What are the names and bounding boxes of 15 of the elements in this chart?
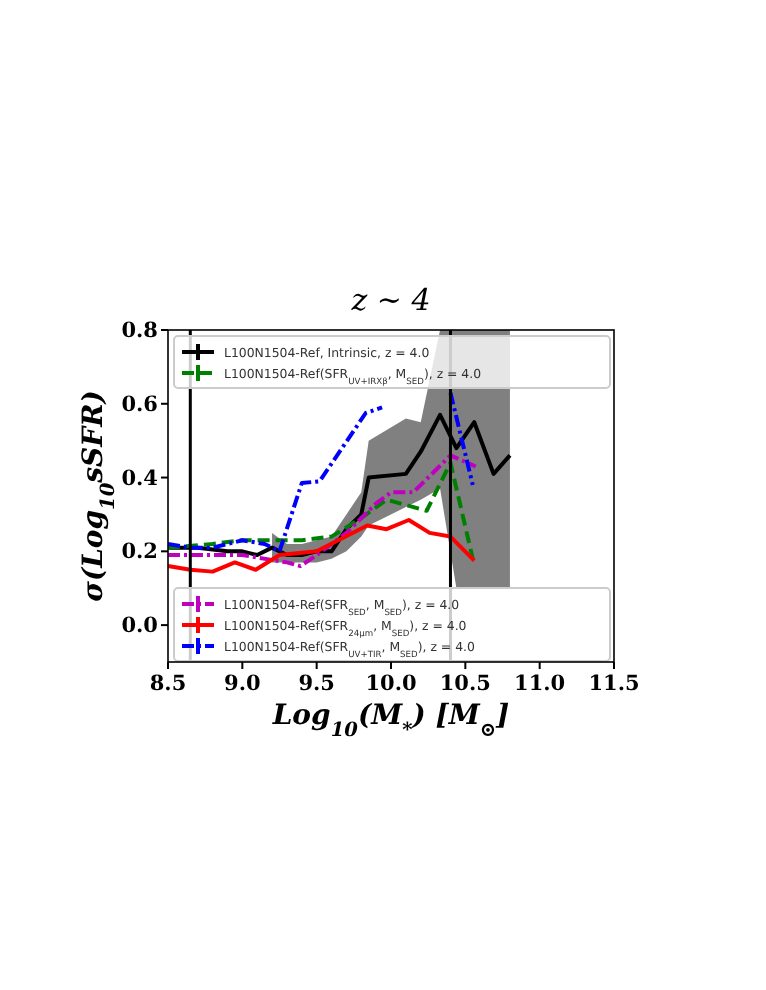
x-tick-label: 10.5 xyxy=(439,672,491,696)
y-tick-label: 0.8 xyxy=(121,319,158,343)
chart-title: z ∼ 4 xyxy=(349,282,431,318)
x-tick-label: 10.0 xyxy=(365,672,417,696)
y-tick-label: 0.0 xyxy=(121,614,158,639)
x-tick-label: 11.5 xyxy=(588,672,640,696)
x-tick-label: 8.5 xyxy=(149,672,187,696)
y-tick-label: 0.4 xyxy=(121,466,158,491)
x-tick-label: 9.0 xyxy=(224,672,261,696)
y-tick-label: 0.2 xyxy=(121,540,158,565)
x-tick-label: 9.5 xyxy=(298,672,335,696)
y-tick-label: 0.6 xyxy=(121,392,158,417)
x-tick-label: 11.0 xyxy=(514,672,566,696)
x-axis-title: Log$_{10}$(M$_{*}$) [M$_{⊙}$] xyxy=(270,700,511,741)
line-series xyxy=(166,517,477,574)
